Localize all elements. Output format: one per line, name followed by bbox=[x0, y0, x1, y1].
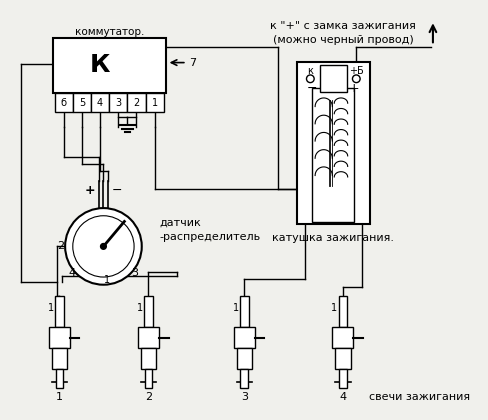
Text: к: к bbox=[307, 66, 313, 76]
Text: К: К bbox=[90, 53, 110, 77]
Text: 4: 4 bbox=[339, 392, 346, 402]
Text: 1: 1 bbox=[104, 275, 110, 285]
Bar bbox=[339, 369, 346, 388]
Bar bbox=[53, 38, 166, 93]
Text: 1: 1 bbox=[56, 392, 63, 402]
Text: 1: 1 bbox=[152, 98, 158, 108]
Bar bbox=[138, 327, 159, 348]
Bar bbox=[240, 296, 248, 327]
Text: датчик: датчик bbox=[159, 218, 201, 228]
Circle shape bbox=[101, 244, 106, 249]
Text: 1: 1 bbox=[48, 304, 54, 313]
Text: -распределитель: -распределитель bbox=[159, 232, 260, 242]
Bar bbox=[91, 93, 109, 112]
Text: 1: 1 bbox=[331, 304, 337, 313]
Bar bbox=[127, 93, 145, 112]
Bar bbox=[297, 62, 370, 224]
Text: +Б: +Б bbox=[349, 66, 364, 76]
Bar bbox=[234, 327, 255, 348]
Bar bbox=[332, 327, 353, 348]
Bar bbox=[55, 296, 64, 327]
Text: +: + bbox=[85, 184, 95, 197]
Text: 1: 1 bbox=[137, 304, 143, 313]
Bar bbox=[73, 93, 91, 112]
Text: 2: 2 bbox=[133, 98, 140, 108]
Text: +: + bbox=[349, 82, 360, 95]
Text: 3: 3 bbox=[115, 98, 122, 108]
Circle shape bbox=[65, 208, 142, 285]
Text: (можно черный провод): (можно черный провод) bbox=[272, 34, 413, 45]
Text: 4: 4 bbox=[97, 98, 103, 108]
Bar bbox=[109, 93, 127, 112]
Text: 5: 5 bbox=[79, 98, 85, 108]
Text: 7: 7 bbox=[189, 58, 196, 68]
Bar bbox=[56, 369, 63, 388]
Bar bbox=[141, 348, 156, 369]
Bar bbox=[312, 88, 354, 223]
Text: 2: 2 bbox=[145, 392, 152, 402]
Text: к "+" с замка зажигания: к "+" с замка зажигания bbox=[270, 21, 416, 31]
Circle shape bbox=[306, 75, 314, 83]
Circle shape bbox=[352, 75, 360, 83]
Text: 3: 3 bbox=[241, 392, 248, 402]
Text: −: − bbox=[307, 82, 318, 95]
Bar bbox=[52, 348, 67, 369]
Bar bbox=[339, 296, 347, 327]
Text: 2: 2 bbox=[57, 241, 64, 252]
Bar bbox=[241, 369, 248, 388]
Text: −: − bbox=[112, 184, 122, 197]
Bar bbox=[320, 66, 346, 92]
Text: 3: 3 bbox=[132, 268, 139, 278]
Bar bbox=[55, 93, 73, 112]
Text: свечи зажигания: свечи зажигания bbox=[369, 392, 470, 402]
Text: 1: 1 bbox=[233, 304, 239, 313]
Bar bbox=[49, 327, 70, 348]
Bar bbox=[237, 348, 252, 369]
Text: 4: 4 bbox=[68, 268, 76, 278]
Text: б: б bbox=[61, 98, 67, 108]
Bar bbox=[335, 348, 350, 369]
Bar bbox=[144, 296, 153, 327]
Text: катушка зажигания.: катушка зажигания. bbox=[272, 233, 394, 243]
Text: коммутатор.: коммутатор. bbox=[75, 27, 144, 37]
Bar bbox=[144, 369, 152, 388]
Bar bbox=[145, 93, 164, 112]
